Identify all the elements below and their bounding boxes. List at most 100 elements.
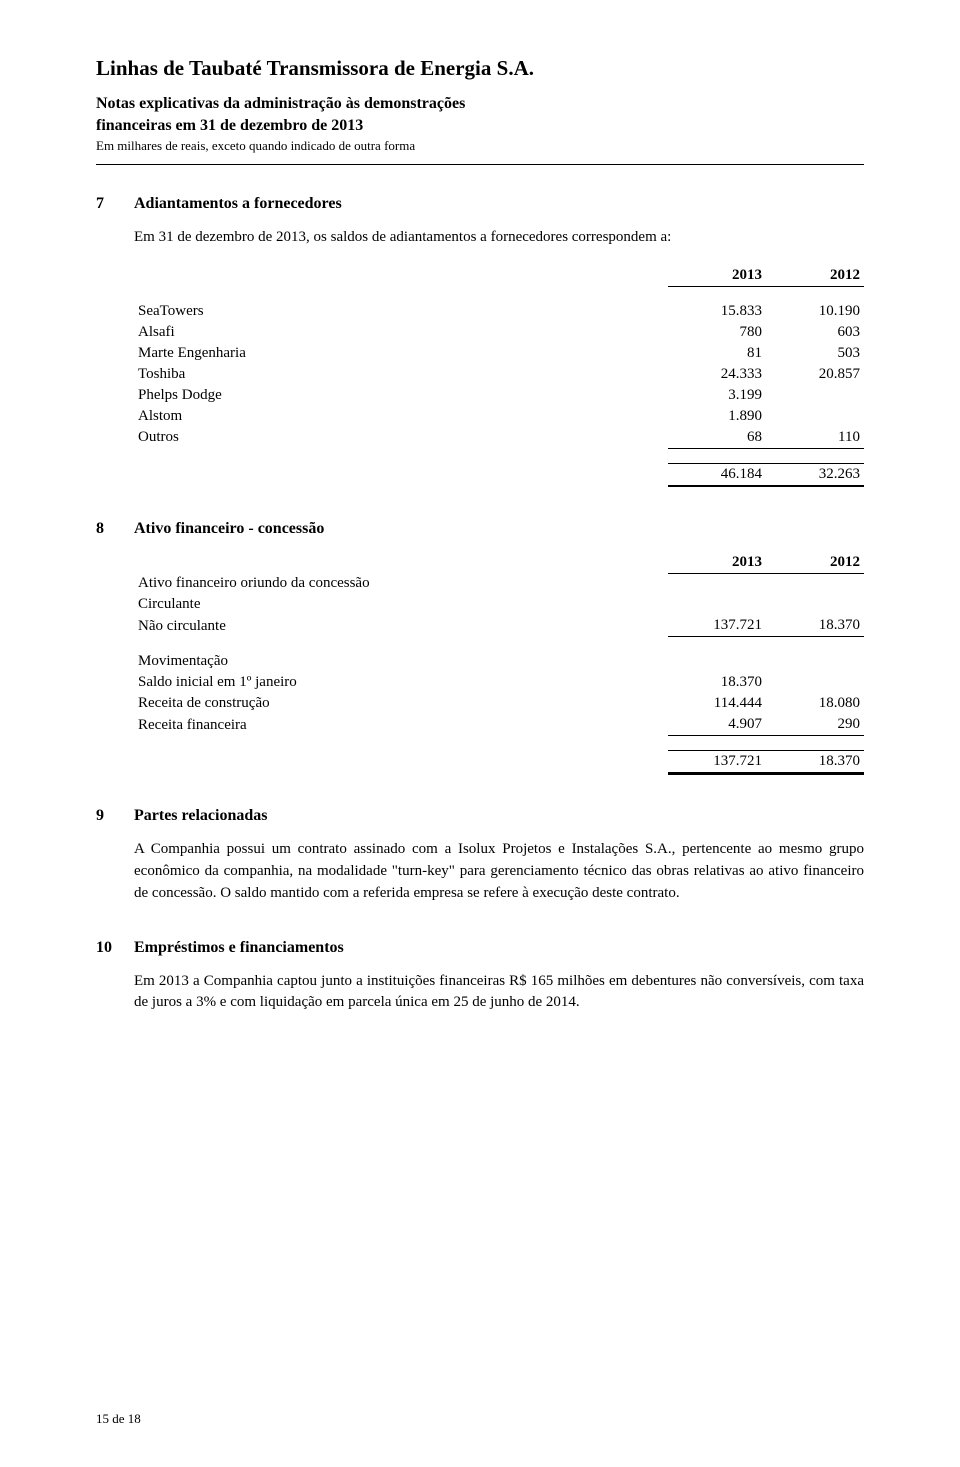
table-row: Circulante — [134, 594, 864, 615]
row-value-2013: 3.199 — [668, 385, 766, 406]
row-value-2013: 81 — [668, 343, 766, 364]
table-header-row: 2013 2012 — [134, 552, 864, 574]
total-2012: 32.263 — [766, 463, 864, 485]
row-value-2012: 290 — [766, 714, 864, 736]
row-value-2012 — [766, 573, 864, 594]
row-label: Toshiba — [134, 364, 668, 385]
table-total-row: 46.184 32.263 — [134, 463, 864, 485]
section-10-text: Em 2013 a Companhia captou junto a insti… — [134, 971, 864, 1015]
table-row: Marte Engenharia 81 503 — [134, 343, 864, 364]
row-value-2012: 10.190 — [766, 301, 864, 322]
section-7-number: 7 — [96, 195, 134, 213]
row-value-2012 — [766, 406, 864, 427]
row-value-2012: 110 — [766, 427, 864, 449]
notes-heading: Notas explicativas da administração às d… — [96, 93, 864, 136]
section-10: 10 Empréstimos e financiamentos Em 2013 … — [96, 939, 864, 1015]
section-9-number: 9 — [96, 807, 134, 825]
row-value-2012: 18.370 — [766, 615, 864, 637]
row-value-2013: 18.370 — [668, 672, 766, 693]
notes-heading-line2: financeiras em 31 de dezembro de 2013 — [96, 117, 363, 134]
header-rule — [96, 164, 864, 165]
row-value-2013: 24.333 — [668, 364, 766, 385]
table-row: Phelps Dodge 3.199 — [134, 385, 864, 406]
units-note: Em milhares de reais, exceto quando indi… — [96, 138, 864, 154]
total-label — [134, 751, 668, 773]
section-9-title: Partes relacionadas — [134, 807, 267, 825]
row-value-2013 — [668, 573, 766, 594]
col-header-2013: 2013 — [668, 552, 766, 574]
section-7: 7 Adiantamentos a fornecedores Em 31 de … — [96, 195, 864, 486]
total-label — [134, 463, 668, 485]
section-7-intro: Em 31 de dezembro de 2013, os saldos de … — [134, 227, 864, 249]
section-9: 9 Partes relacionadas A Companhia possui… — [96, 807, 864, 904]
table-row: Receita financeira 4.907 290 — [134, 714, 864, 736]
section-10-heading: 10 Empréstimos e financiamentos — [96, 939, 864, 957]
row-value-2013: 4.907 — [668, 714, 766, 736]
row-value-2013: 137.721 — [668, 615, 766, 637]
table-header-blank — [134, 265, 668, 287]
col-header-2012: 2012 — [766, 552, 864, 574]
section-8-number: 8 — [96, 520, 134, 538]
table-group-row: Ativo financeiro oriundo da concessão — [134, 573, 864, 594]
table-header-blank — [134, 552, 668, 574]
table-header-row: 2013 2012 — [134, 265, 864, 287]
table-ativo-financeiro: 2013 2012 Ativo financeiro oriundo da co… — [134, 552, 864, 774]
notes-heading-line1: Notas explicativas da administração às d… — [96, 95, 465, 112]
row-label: Saldo inicial em 1º janeiro — [134, 672, 668, 693]
row-value-2013: 780 — [668, 322, 766, 343]
section-7-heading: 7 Adiantamentos a fornecedores — [96, 195, 864, 213]
total-2013: 137.721 — [668, 751, 766, 773]
row-label: SeaTowers — [134, 301, 668, 322]
company-name: Linhas de Taubaté Transmissora de Energi… — [96, 56, 864, 81]
section-8: 8 Ativo financeiro - concessão 2013 2012… — [96, 520, 864, 774]
table-group-row: Movimentação — [134, 651, 864, 672]
table-row: Não circulante 137.721 18.370 — [134, 615, 864, 637]
row-value-2013: 1.890 — [668, 406, 766, 427]
row-value-2012 — [766, 651, 864, 672]
section-7-title: Adiantamentos a fornecedores — [134, 195, 342, 213]
row-value-2012 — [766, 672, 864, 693]
row-value-2013: 114.444 — [668, 693, 766, 714]
row-label: Circulante — [134, 594, 668, 615]
row-label: Alsafi — [134, 322, 668, 343]
total-2012: 18.370 — [766, 751, 864, 773]
section-8-heading: 8 Ativo financeiro - concessão — [96, 520, 864, 538]
section-10-number: 10 — [96, 939, 134, 957]
row-value-2013: 68 — [668, 427, 766, 449]
row-value-2013 — [668, 651, 766, 672]
table-row: Receita de construção 114.444 18.080 — [134, 693, 864, 714]
table-row: Outros 68 110 — [134, 427, 864, 449]
table-row: Alstom 1.890 — [134, 406, 864, 427]
group-label: Movimentação — [134, 651, 668, 672]
document-page: Linhas de Taubaté Transmissora de Energi… — [0, 0, 960, 1467]
row-value-2012 — [766, 385, 864, 406]
row-label: Receita de construção — [134, 693, 668, 714]
table-row: Alsafi 780 603 — [134, 322, 864, 343]
table-row: Toshiba 24.333 20.857 — [134, 364, 864, 385]
group-label: Ativo financeiro oriundo da concessão — [134, 573, 668, 594]
section-9-heading: 9 Partes relacionadas — [96, 807, 864, 825]
table-adiantamentos: 2013 2012 SeaTowers 15.833 10.190 Alsafi… — [134, 265, 864, 486]
row-label: Phelps Dodge — [134, 385, 668, 406]
col-header-2012: 2012 — [766, 265, 864, 287]
row-label: Receita financeira — [134, 714, 668, 736]
row-label: Marte Engenharia — [134, 343, 668, 364]
section-10-title: Empréstimos e financiamentos — [134, 939, 344, 957]
section-8-title: Ativo financeiro - concessão — [134, 520, 324, 538]
table-row: Saldo inicial em 1º janeiro 18.370 — [134, 672, 864, 693]
total-2013: 46.184 — [668, 463, 766, 485]
row-label: Não circulante — [134, 615, 668, 637]
row-value-2012: 20.857 — [766, 364, 864, 385]
row-value-2012: 503 — [766, 343, 864, 364]
row-value-2013: 15.833 — [668, 301, 766, 322]
row-value-2012: 603 — [766, 322, 864, 343]
col-header-2013: 2013 — [668, 265, 766, 287]
page-footer: 15 de 18 — [96, 1411, 141, 1427]
row-value-2013 — [668, 594, 766, 615]
row-value-2012 — [766, 594, 864, 615]
row-label: Outros — [134, 427, 668, 449]
table-row: SeaTowers 15.833 10.190 — [134, 301, 864, 322]
row-value-2012: 18.080 — [766, 693, 864, 714]
table-total-row: 137.721 18.370 — [134, 751, 864, 773]
section-9-text: A Companhia possui um contrato assinado … — [134, 839, 864, 904]
